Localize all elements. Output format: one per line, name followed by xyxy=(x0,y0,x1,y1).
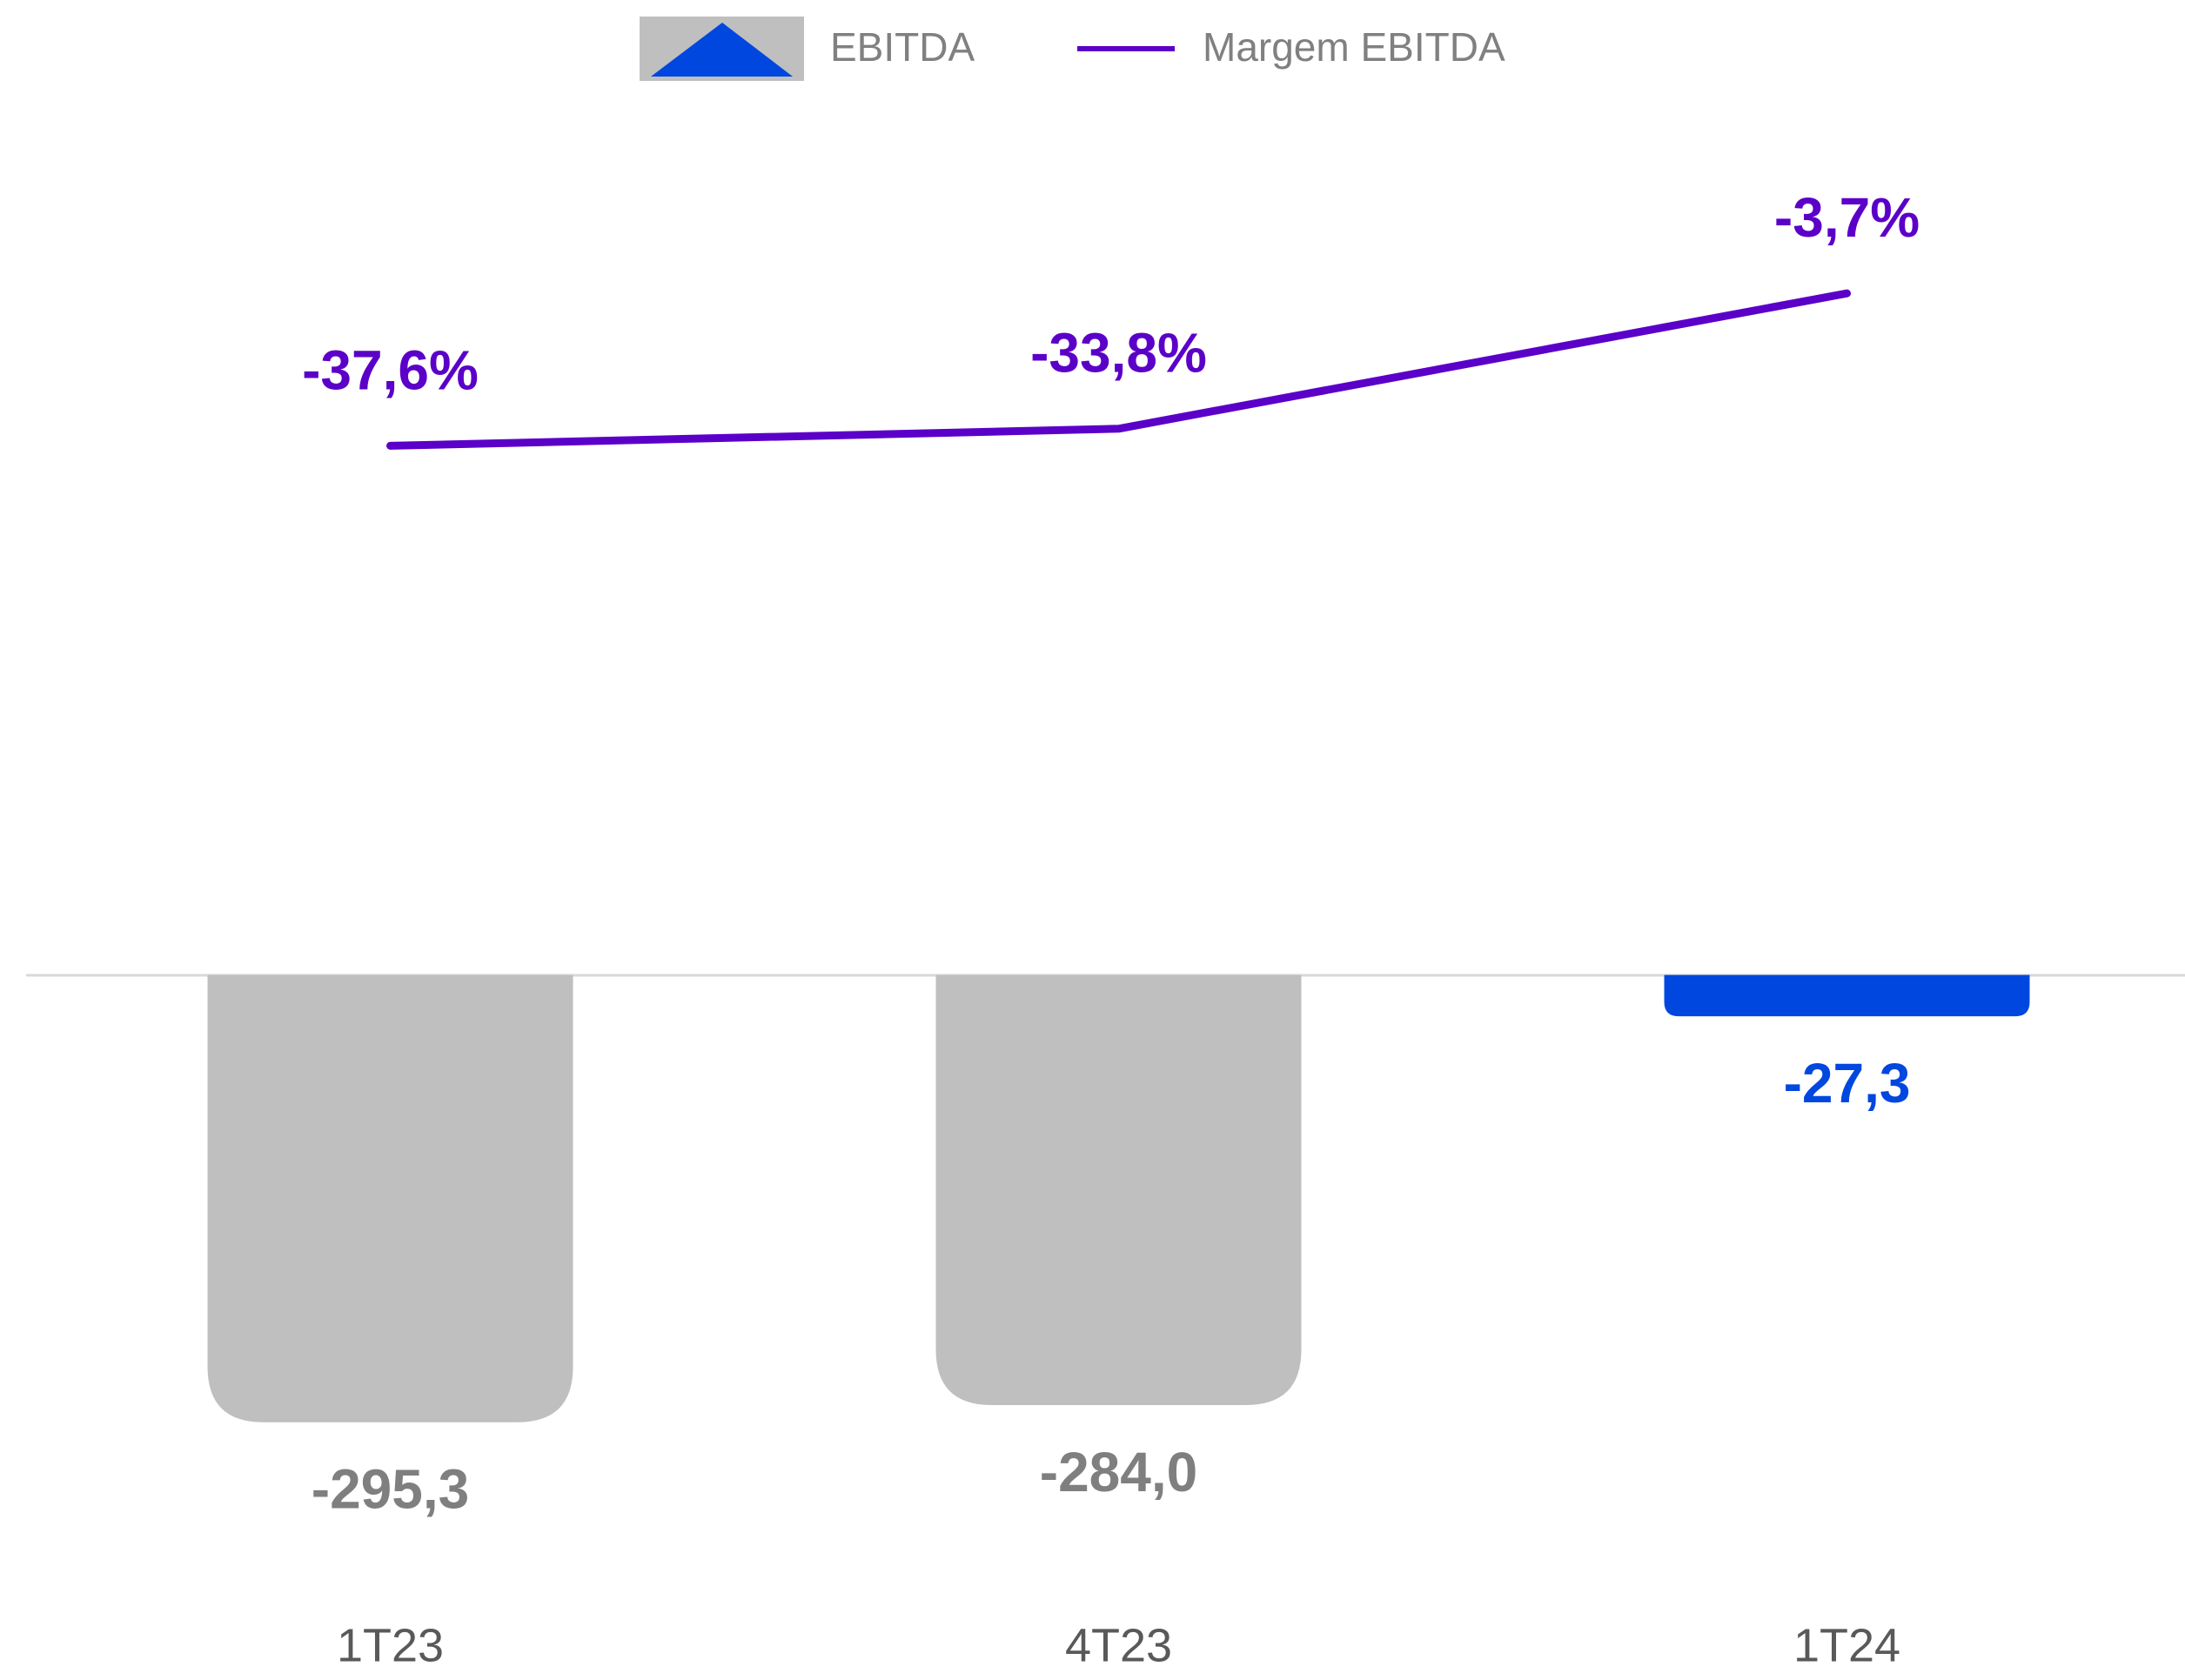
bar-value-label: -284,0 xyxy=(1040,1441,1197,1503)
legend-label: EBITDA xyxy=(830,24,975,70)
line-value-label: -37,6% xyxy=(302,338,479,401)
bar-value-label: -295,3 xyxy=(312,1458,469,1521)
legend-bar-icon xyxy=(651,23,793,77)
x-tick-label: 1T24 xyxy=(1793,1619,1900,1671)
bar xyxy=(1664,974,2030,1017)
x-tick-label: 1T23 xyxy=(337,1619,444,1671)
x-tick-label: 4T23 xyxy=(1065,1619,1172,1671)
legend-label: Margem EBITDA xyxy=(1203,24,1505,70)
line-value-label: -3,7% xyxy=(1774,186,1920,249)
line-value-label: -33,8% xyxy=(1030,322,1207,385)
bar-value-label: -27,3 xyxy=(1784,1052,1911,1114)
bar xyxy=(207,974,573,1422)
bar xyxy=(935,974,1302,1406)
line xyxy=(386,289,1851,450)
